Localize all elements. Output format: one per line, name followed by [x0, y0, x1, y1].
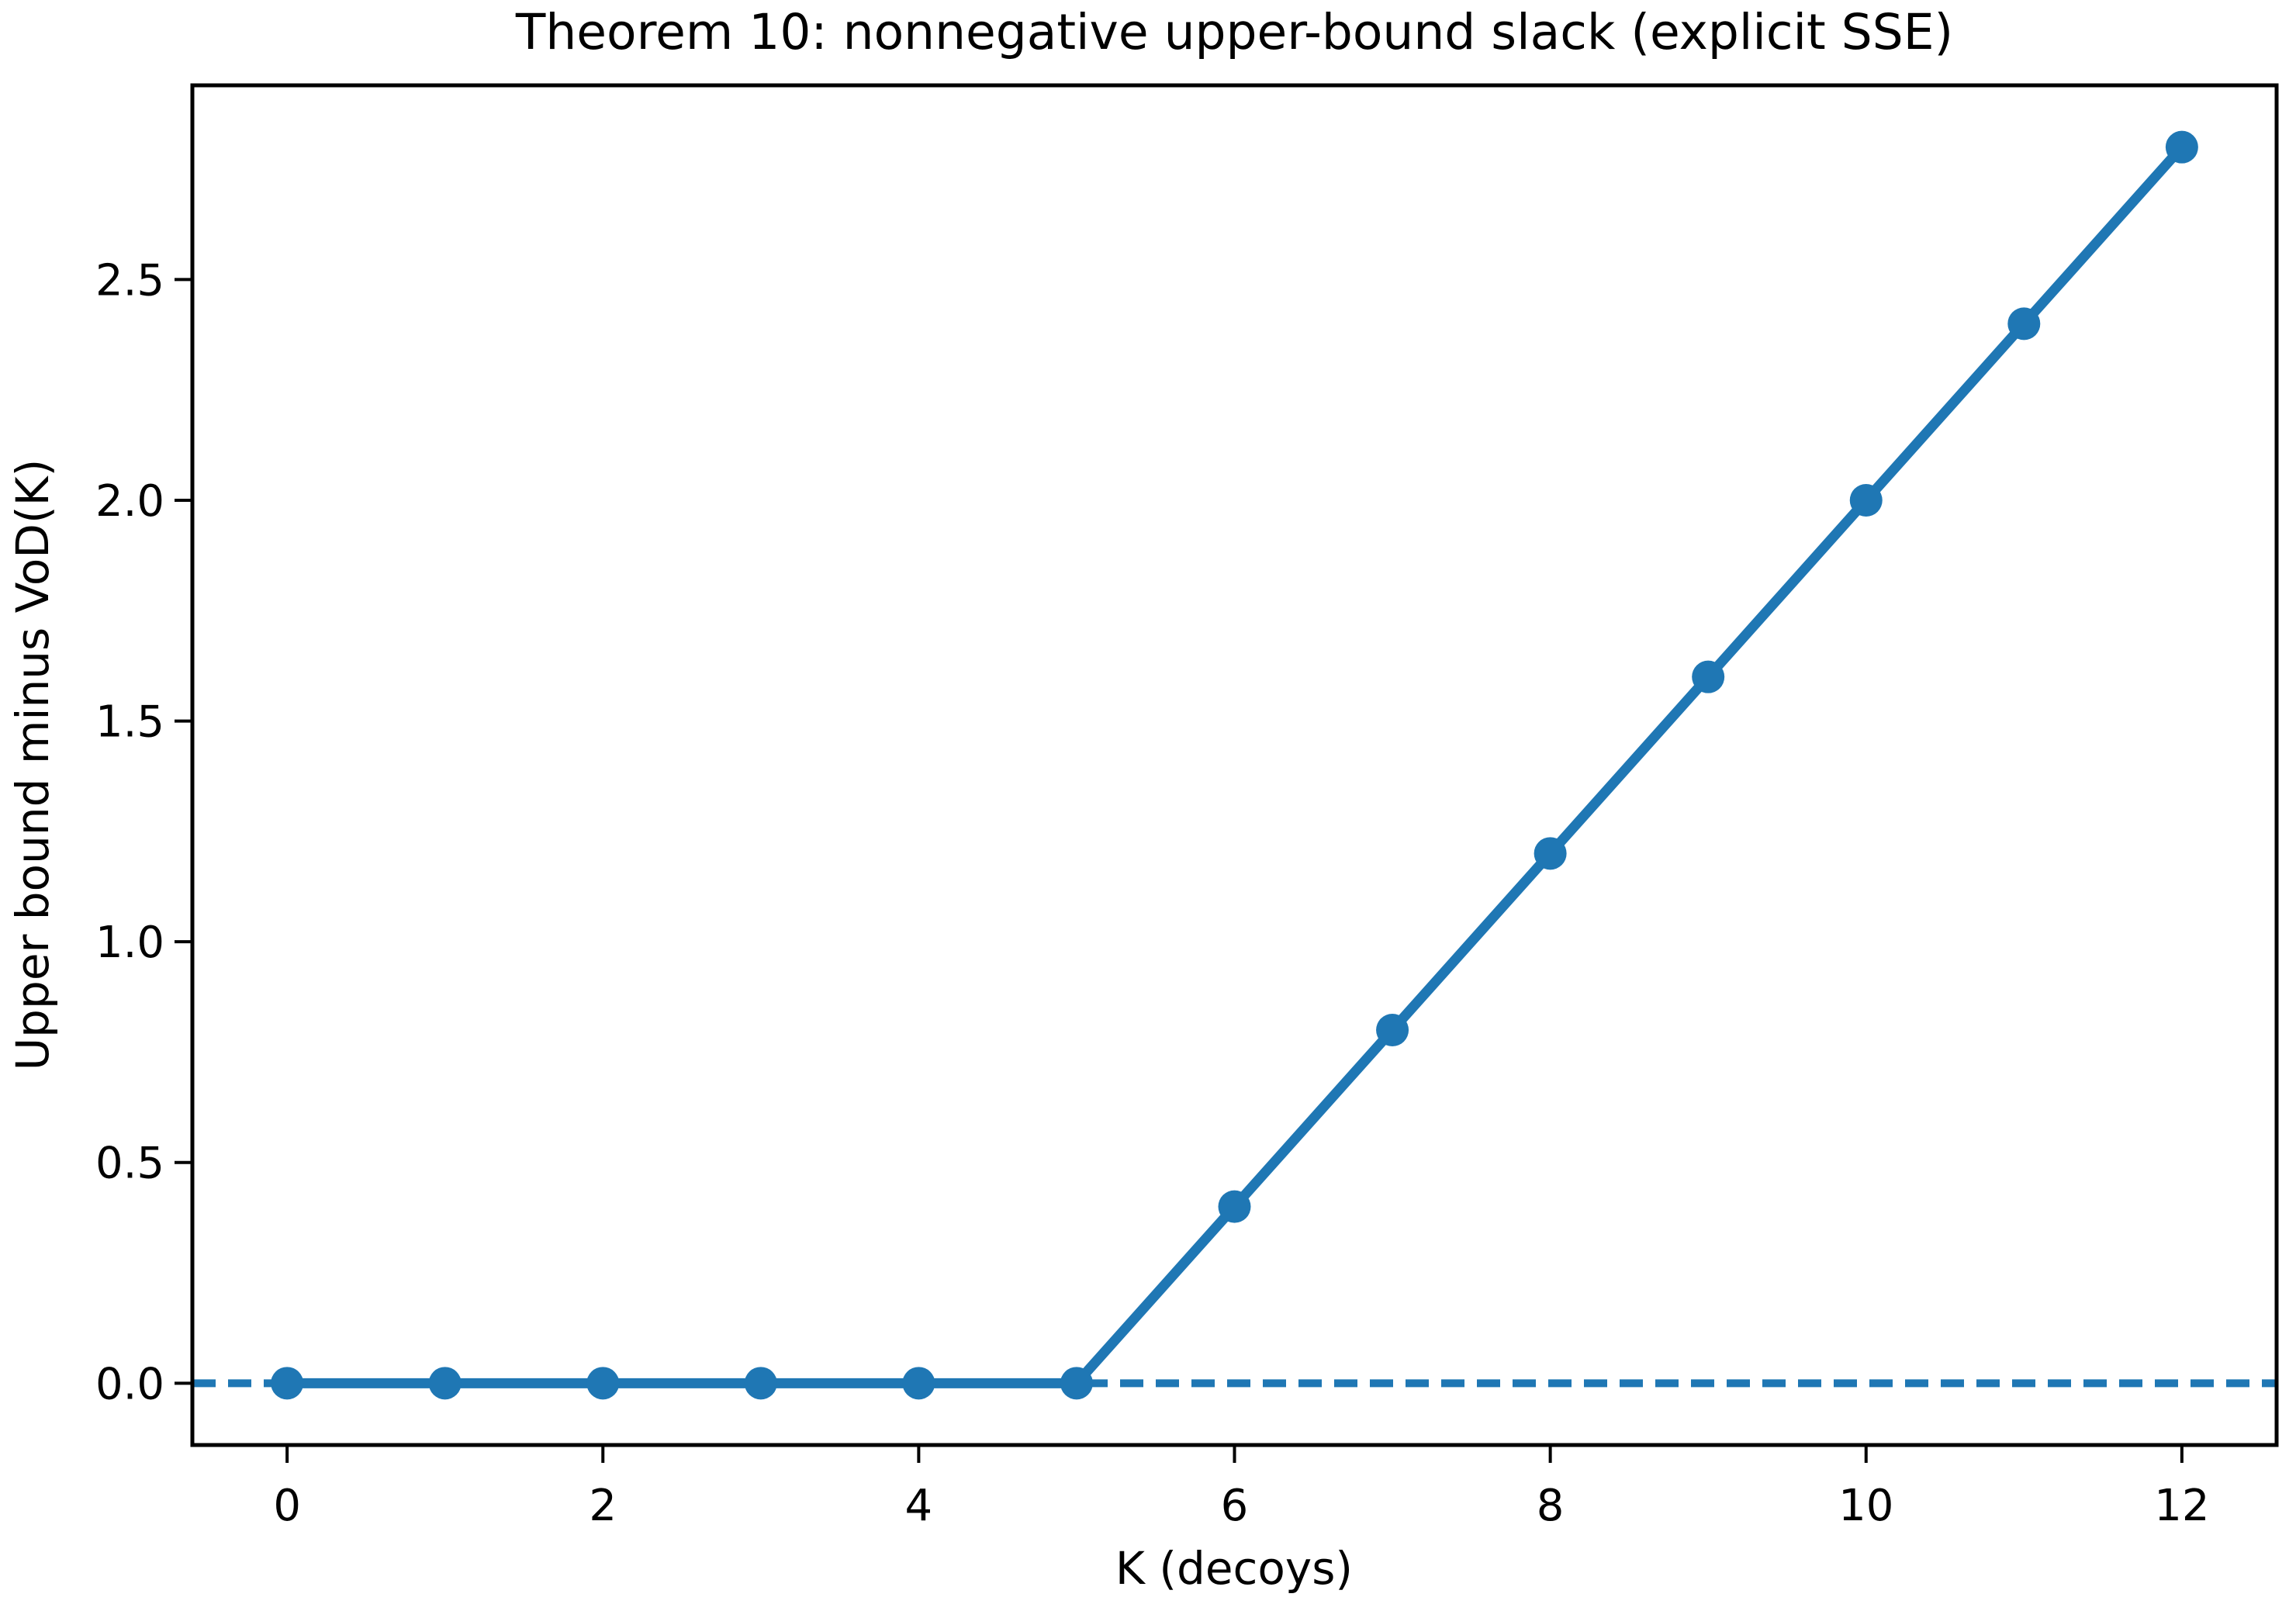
data-point: [2007, 307, 2041, 341]
y-tick-label: 1.5: [95, 697, 164, 748]
x-tick-label: 8: [1537, 1481, 1565, 1531]
y-tick-label: 2.5: [95, 255, 164, 306]
y-tick-label: 2.0: [95, 476, 164, 527]
axes-frame: [190, 83, 2279, 1447]
data-point: [428, 1367, 462, 1400]
y-tick-label: 1.0: [95, 918, 164, 968]
data-point: [1218, 1190, 1251, 1223]
x-tick-label: 2: [589, 1481, 617, 1531]
y-tick-label: 0.5: [95, 1139, 164, 1189]
chart-title: Theorem 10: nonnegative upper-bound slac…: [515, 4, 1954, 60]
data-point: [1376, 1013, 1409, 1046]
data-point: [1849, 484, 1883, 517]
data-point: [2165, 130, 2198, 164]
y-tick-label: 0.0: [95, 1359, 164, 1409]
data-point: [1060, 1367, 1093, 1400]
x-axis-label: K (decoys): [1115, 1542, 1353, 1595]
chart-layer: 0 2 4 6 8 10 12 0.0 0.5 1.0 1.5 2.0 2.5: [95, 83, 2279, 1531]
data-point: [586, 1367, 620, 1400]
x-tick-label: 12: [2154, 1481, 2209, 1531]
x-tick-label: 0: [273, 1481, 301, 1531]
data-point: [744, 1367, 777, 1400]
x-tick-label: 4: [905, 1481, 933, 1531]
data-point: [902, 1367, 935, 1400]
y-axis-label: Upper bound minus VoD(K): [6, 459, 59, 1071]
data-point: [1534, 837, 1567, 870]
x-tick-label: 6: [1221, 1481, 1249, 1531]
data-point: [1692, 660, 1725, 693]
data-point: [271, 1367, 304, 1400]
x-tick-label: 10: [1838, 1481, 1893, 1531]
